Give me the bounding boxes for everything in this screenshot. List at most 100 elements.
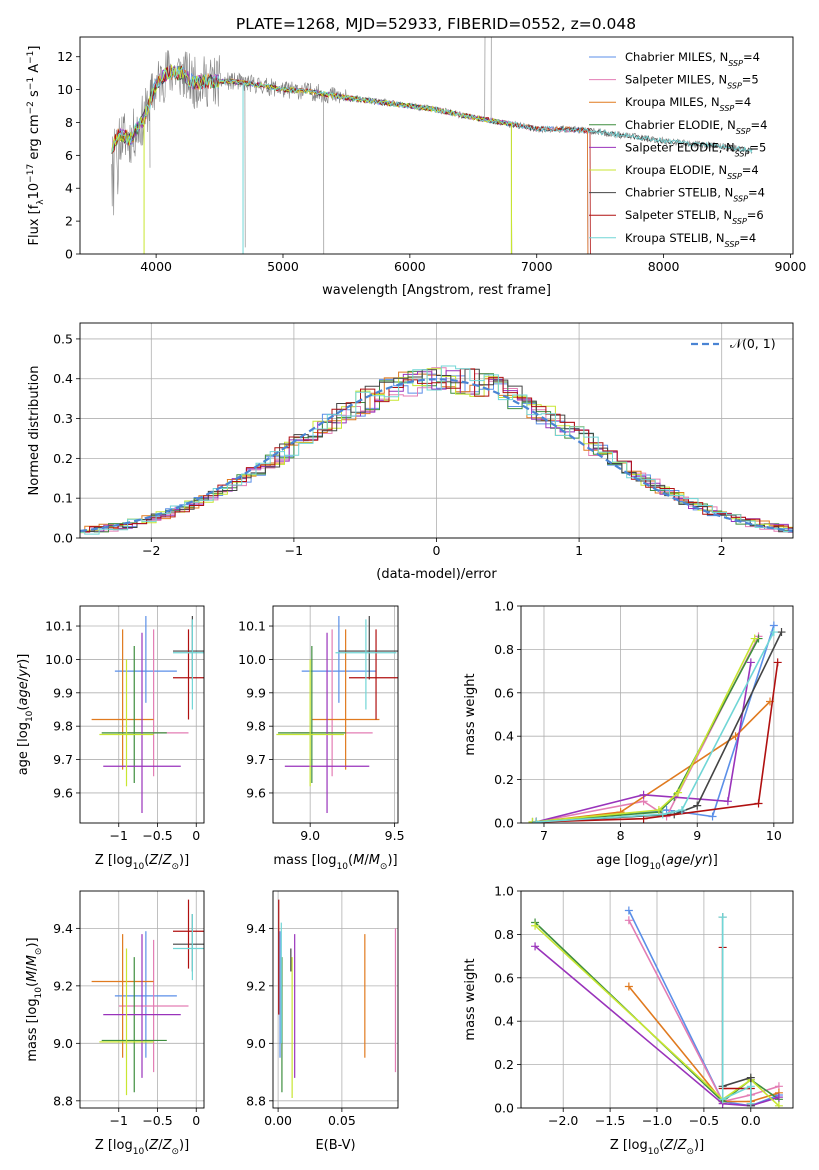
errorbar-chabrier_miles <box>301 616 377 703</box>
panel-spectrum: 4000 5000 6000 7000 8000 9000 0 2 4 6 8 10 12 wavelen… <box>26 36 806 298</box>
histogram-chabrier_elodie <box>80 370 793 533</box>
errorbar-salpeter_elodie <box>103 632 181 813</box>
x-axis-label: wavelength [Angstrom, rest frame] <box>322 283 551 298</box>
series-marker <box>658 810 667 819</box>
histogram-kroupa_stelib <box>80 365 793 535</box>
series-marker <box>531 942 540 951</box>
series-marker <box>624 906 633 915</box>
legend-item: Salpeter STELIB, NSSP=6 <box>589 208 764 226</box>
panel-mass_weight_vs_age: 7 8 9 10 0.0 0.2 0.4 0.6 0.8 1.0 age [log10(age/yr… <box>463 599 794 872</box>
gaussian-legend-label: 𝒩(0, 1) <box>730 336 776 351</box>
svg-text:Z [log10(Z/Z⊙)]: Z [log10(Z/Z⊙)] <box>95 853 189 872</box>
y-tick-label: 0.0 <box>494 1101 514 1116</box>
y-tick-label: 0.0 <box>53 531 73 546</box>
legend-item: Kroupa ELODIE, NSSP=4 <box>589 163 759 181</box>
y-tick-label: 9.2 <box>246 978 266 993</box>
axes-frame: 0.00 0.05 8.8 9.0 9.2 9.4 E(B-V) <box>246 890 399 1153</box>
series-line <box>534 945 780 1107</box>
y-tick-label: 0.4 <box>494 729 514 744</box>
series-marker <box>750 634 759 643</box>
histogram-salpeter_stelib <box>80 368 793 533</box>
series-marker <box>777 628 786 637</box>
y-tick-label: 2 <box>65 214 73 229</box>
model-spectrum-chabrier_elodie <box>111 66 513 254</box>
y-tick-label: 4 <box>65 181 73 196</box>
legend-item: Kroupa STELIB, NSSP=4 <box>589 231 756 249</box>
plot-area <box>278 899 397 1098</box>
y-tick-label: 0.2 <box>53 451 73 466</box>
errorbar-kroupa_stelib <box>173 619 204 710</box>
series-marker <box>746 1082 755 1091</box>
figure-title: PLATE=1268, MJD=52933, FIBERID=0552, z=0… <box>236 15 636 33</box>
legend-item: Kroupa MILES, NSSP=4 <box>589 95 751 113</box>
series-salpeter_elodie <box>532 658 755 823</box>
y-tick-label: 10.0 <box>238 652 266 667</box>
series-marker <box>718 1095 727 1104</box>
legend-item: Chabrier STELIB, NSSP=4 <box>589 186 765 204</box>
y-tick-label: 0 <box>65 247 73 262</box>
series-line <box>536 662 779 823</box>
svg-text:Z [log10(Z/Z⊙)]: Z [log10(Z/Z⊙)] <box>95 1138 189 1157</box>
series-salpeter_stelib <box>532 658 782 823</box>
x-tick-label: −1 <box>110 1113 128 1128</box>
y-tick-label: 10 <box>57 82 73 97</box>
y-tick-label: 1.0 <box>494 599 514 614</box>
series-line <box>721 947 752 1104</box>
y-tick-label: 9.9 <box>246 685 266 700</box>
y-tick-label: 0.4 <box>53 371 73 386</box>
errorbar-chabrier_elodie <box>101 646 167 783</box>
panel-residuals: −2 −1 0 1 2 0.0 0.1 0.2 0.3 0.4 0.5 𝒩(0, 1) (data-mo… <box>27 322 794 582</box>
x-tick-label: 7 <box>540 828 548 843</box>
series-marker <box>624 916 633 925</box>
axes-border <box>79 36 794 255</box>
series-salpeter_stelib <box>718 943 755 1108</box>
y-tick-label: 10.0 <box>45 652 73 667</box>
series-marker <box>774 1093 783 1102</box>
y-tick-label: 0.0 <box>494 816 514 831</box>
series-marker <box>746 658 755 667</box>
axes-border <box>79 605 205 824</box>
y-tick-label: 8.8 <box>53 1093 73 1108</box>
axes-frame: −2.0 −1.5 −1.0 −0.5 0.0 0.0 0.2 0.4 0.6 0.8 1.0 Z [… <box>463 884 794 1157</box>
x-tick-label: 0 <box>433 543 441 558</box>
legend-label: Kroupa STELIB, NSSP=4 <box>625 231 756 249</box>
series-line <box>721 917 752 1104</box>
y-tick-label: 9.6 <box>246 785 266 800</box>
series-kroupa_elodie <box>528 634 759 823</box>
y-tick-label: 9.9 <box>53 685 73 700</box>
y-tick-label: 0.2 <box>494 772 514 787</box>
x-axis-label: (data-model)/error <box>376 567 497 582</box>
errorbar-chabrier_miles <box>114 616 177 703</box>
errorbar-chabrier_stelib <box>338 616 398 680</box>
plot-area <box>91 616 204 813</box>
legend-item: Chabrier MILES, NSSP=4 <box>589 50 760 68</box>
histogram-kroupa_elodie <box>80 368 793 533</box>
panel-mass_vs_Z: −1 −0.5 0 8.8 9.0 9.2 9.4 Z [log10(Z/Z⊙)] mass [… <box>25 890 205 1157</box>
axes-border <box>520 890 794 1109</box>
axes-border <box>520 605 794 824</box>
errorbar-kroupa_stelib <box>173 913 204 981</box>
svg-text:mass [log10(M/M⊙)]: mass [log10(M/M⊙)] <box>25 937 44 1061</box>
x-tick-label: 2 <box>718 543 726 558</box>
series-marker <box>746 1073 755 1082</box>
x-tick-label: −1 <box>110 828 128 843</box>
errorbar-salpeter_miles <box>118 939 189 1073</box>
plot-area <box>111 37 753 254</box>
legend-label: Chabrier STELIB, NSSP=4 <box>625 186 765 204</box>
y-axis-label: mass weight <box>463 673 478 755</box>
x-tick-label: 9.5 <box>385 828 405 843</box>
plot-area <box>80 365 793 535</box>
series-line <box>628 919 780 1103</box>
legend-item: Salpeter ELODIE, NSSP=5 <box>589 140 766 158</box>
y-tick-label: 1.0 <box>494 884 514 899</box>
y-tick-label: 0.3 <box>53 411 73 426</box>
axes-frame: −2 −1 0 1 2 0.0 0.1 0.2 0.3 0.4 0.5 𝒩(0, 1) (data-mo… <box>27 322 794 582</box>
x-tick-label: 0 <box>192 1113 200 1128</box>
axes-border <box>79 890 205 1109</box>
plot-area <box>531 906 783 1108</box>
legend-item: Salpeter MILES, NSSP=5 <box>589 73 759 90</box>
plot-area <box>91 899 204 1096</box>
errorbar-kroupa_miles <box>91 934 154 1058</box>
svg-text:mass [log10(M/M⊙)]: mass [log10(M/M⊙)] <box>273 853 397 872</box>
axes-border <box>272 890 399 1109</box>
